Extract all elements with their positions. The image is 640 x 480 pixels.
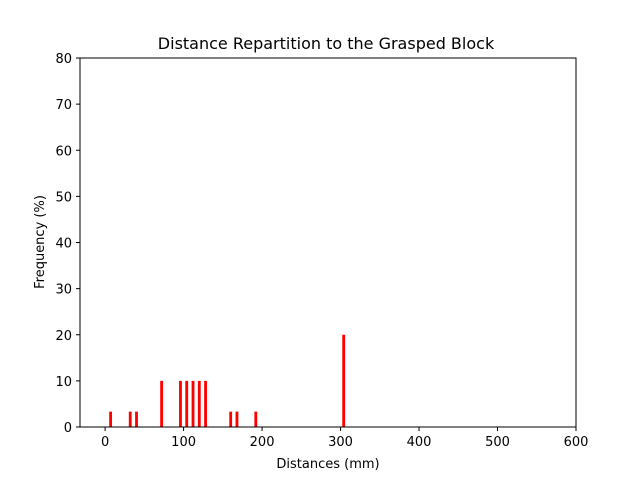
y-tick-label: 10 xyxy=(55,375,72,390)
x-tick-label: 0 xyxy=(101,435,109,450)
bar xyxy=(197,380,201,427)
x-tick-label: 200 xyxy=(250,435,275,450)
x-tick-label: 400 xyxy=(407,435,432,450)
bar xyxy=(229,411,233,427)
y-tick-label: 60 xyxy=(55,144,72,159)
y-tick-label: 80 xyxy=(55,52,72,67)
bar xyxy=(204,380,207,427)
y-tick-label: 0 xyxy=(64,421,72,436)
bar xyxy=(235,411,239,427)
x-tick-label: 500 xyxy=(485,435,510,450)
y-tick-label: 70 xyxy=(55,98,72,113)
bar xyxy=(342,334,346,427)
y-tick-label: 30 xyxy=(55,283,72,298)
bar xyxy=(179,380,182,427)
x-axis-label: Distances (mm) xyxy=(276,457,379,472)
x-tick-label: 300 xyxy=(328,435,353,450)
plot-frame xyxy=(79,57,577,428)
chart-title: Distance Repartition to the Grasped Bloc… xyxy=(158,34,495,53)
bar xyxy=(254,411,258,427)
x-tick-label: 100 xyxy=(171,435,196,450)
y-axis: 0 10 20 30 40 50 60 70 80 xyxy=(55,52,80,436)
bar xyxy=(160,380,164,427)
y-tick-label: 50 xyxy=(55,190,72,205)
y-tick-label: 20 xyxy=(55,329,72,344)
y-axis-label: Frequency (%) xyxy=(33,195,48,289)
bar xyxy=(191,380,195,427)
bar xyxy=(185,380,189,427)
x-tick-label: 600 xyxy=(564,435,589,450)
bar xyxy=(135,411,138,427)
x-axis: 0 100 200 300 400 500 600 xyxy=(101,427,588,450)
bar xyxy=(109,411,113,427)
bars-group xyxy=(109,334,346,427)
y-tick-label: 40 xyxy=(55,237,72,252)
bar xyxy=(128,411,132,427)
